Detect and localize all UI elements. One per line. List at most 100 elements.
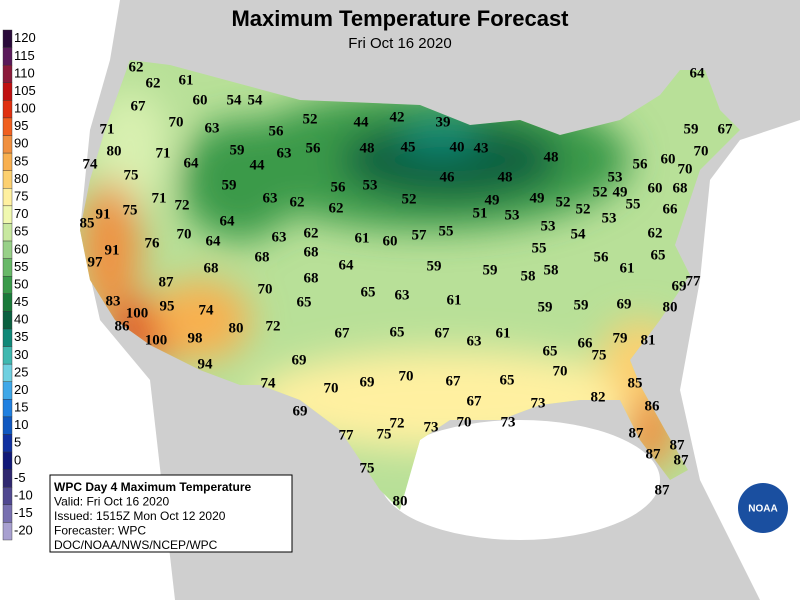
temperature-label: 86 [645, 398, 661, 414]
temperature-label: 70 [694, 143, 709, 159]
temperature-label: 69 [360, 374, 375, 390]
temperature-label: 87 [159, 274, 175, 290]
temperature-label: 49 [530, 190, 545, 206]
legend-label: 120 [14, 30, 36, 45]
legend-swatch [2, 258, 13, 277]
legend-label: 80 [14, 171, 28, 186]
logo-text: NOAA [748, 504, 777, 515]
temperature-label: 81 [641, 332, 656, 348]
temperature-label: 44 [354, 114, 370, 130]
temperature-label: 71 [156, 145, 171, 161]
temperature-label: 39 [436, 114, 451, 130]
temperature-label: 54 [248, 92, 264, 108]
info-line: Valid: Fri Oct 16 2020 [54, 495, 169, 509]
temperature-label: 82 [591, 389, 606, 405]
legend-label: 25 [14, 364, 28, 379]
temperature-label: 63 [272, 229, 287, 245]
legend-label: 75 [14, 189, 28, 204]
temperature-label: 100 [145, 332, 168, 348]
temperature-label: 60 [193, 92, 208, 108]
pacific-ocean [0, 0, 175, 600]
temperature-label: 67 [718, 121, 734, 137]
legend-swatch [2, 293, 13, 312]
temperature-label: 54 [227, 92, 243, 108]
legend-swatch [2, 451, 13, 470]
temperature-label: 100 [126, 305, 149, 321]
temperature-label: 63 [277, 145, 292, 161]
temperature-label: 76 [145, 235, 161, 251]
temperature-label: 73 [531, 395, 546, 411]
temperature-label: 72 [390, 415, 405, 431]
legend-swatch [2, 346, 13, 365]
temperature-label: 87 [655, 482, 671, 498]
temperature-label: 64 [220, 213, 236, 229]
legend-label: 105 [14, 83, 36, 98]
temperature-label: 70 [457, 414, 472, 430]
legend-swatch [2, 469, 13, 488]
temperature-label: 64 [339, 257, 355, 273]
field-blobs [80, 90, 680, 470]
temperature-label: 63 [263, 190, 278, 206]
temperature-label: 72 [266, 318, 281, 334]
temperature-label: 59 [684, 121, 699, 137]
temperature-label: 67 [131, 98, 147, 114]
temperature-label: 70 [678, 161, 693, 177]
temperature-label: 65 [390, 324, 405, 340]
temperature-label: 85 [80, 215, 95, 231]
temperature-label: 56 [331, 179, 347, 195]
temperature-label: 80 [229, 320, 244, 336]
legend-label: 55 [14, 259, 28, 274]
temperature-label: 77 [339, 427, 355, 443]
temperature-label: 42 [390, 109, 405, 125]
temperature-label: 60 [661, 151, 676, 167]
legend-label: 65 [14, 224, 28, 239]
legend-swatch [2, 152, 13, 171]
temperature-label: 87 [629, 425, 645, 441]
temperature-label: 51 [473, 205, 488, 221]
temperature-label: 75 [377, 426, 392, 442]
temperature-label: 74 [261, 375, 277, 391]
temperature-label: 68 [204, 260, 219, 276]
temperature-label: 70 [169, 114, 184, 130]
temperature-label: 53 [363, 177, 378, 193]
legend-swatch [2, 240, 13, 259]
legend-swatch [2, 399, 13, 418]
temperature-label: 56 [594, 249, 610, 265]
legend-swatch [2, 100, 13, 119]
temperature-label: 65 [297, 294, 312, 310]
temperature-label: 55 [439, 223, 454, 239]
temperature-label: 64 [184, 155, 200, 171]
temperature-label: 97 [88, 254, 104, 270]
legend-label: 20 [14, 382, 28, 397]
temperature-label: 61 [179, 72, 194, 88]
temperature-label: 59 [222, 177, 237, 193]
legend-label: 15 [14, 400, 28, 415]
temperature-label: 87 [646, 446, 662, 462]
temperature-label: 62 [329, 200, 344, 216]
legend-label: 90 [14, 136, 28, 151]
temperature-label: 72 [175, 197, 190, 213]
temperature-label: 56 [269, 123, 285, 139]
temperature-label: 65 [543, 343, 558, 359]
legend-label: -20 [14, 523, 33, 538]
temperature-label: 67 [446, 373, 462, 389]
temperature-label: 75 [124, 167, 139, 183]
temperature-label: 61 [496, 325, 511, 341]
temperature-label: 62 [648, 225, 663, 241]
temperature-label: 75 [592, 347, 607, 363]
temperature-label: 68 [304, 270, 319, 286]
temperature-label: 62 [129, 59, 144, 75]
legend-label: 10 [14, 417, 28, 432]
temperature-label: 71 [152, 190, 167, 206]
temperature-label: 80 [393, 493, 408, 509]
temperature-label: 53 [541, 218, 556, 234]
temperature-label: 67 [435, 325, 451, 341]
temperature-label: 94 [198, 356, 214, 372]
legend-swatch [2, 135, 13, 154]
temperature-label: 85 [628, 375, 643, 391]
legend-swatch [2, 328, 13, 347]
temperature-label: 73 [424, 419, 439, 435]
legend-swatch [2, 64, 13, 83]
